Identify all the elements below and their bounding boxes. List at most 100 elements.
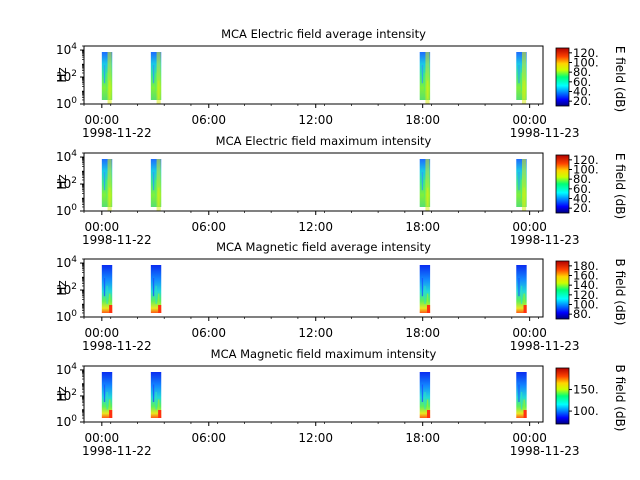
data-pass-1 xyxy=(101,52,113,104)
data-pass-3 xyxy=(419,52,431,104)
data-pass-2 xyxy=(150,265,162,313)
colorbar-tick-label: 100. xyxy=(573,404,599,418)
colorbar-tick-label: 120. xyxy=(573,46,599,60)
x-tick-label: 18:00 xyxy=(405,113,440,127)
x-tick-date: 1998-11-23 xyxy=(510,233,580,247)
data-pass-2 xyxy=(150,52,162,104)
y-tick-label: 104 xyxy=(56,149,77,164)
colorbar-tick-label: 180. xyxy=(573,259,599,273)
colorbar-tick-label: 100. xyxy=(573,298,599,312)
chart-title: MCA Magnetic field average intensity xyxy=(216,240,431,254)
y-tick-label: 102 xyxy=(56,69,77,84)
y-tick-label: 100 xyxy=(56,309,77,324)
panel-3: MCA Magnetic field average intensity 100 1… xyxy=(55,240,627,353)
colorbar-tick-label: 60. xyxy=(573,182,591,196)
x-tick-label: 06:00 xyxy=(191,113,226,127)
x-tick-date: 1998-11-23 xyxy=(510,444,580,458)
y-axis-label: Hz xyxy=(55,174,69,189)
colorbar-tick-label: 80. xyxy=(573,65,591,79)
plot-frame xyxy=(83,152,544,212)
x-tick-label: 00:00 xyxy=(85,431,120,445)
colorbar-tick-label: 100. xyxy=(573,163,599,177)
colorbar-label: E field (dB) xyxy=(613,153,627,219)
plot-frame xyxy=(83,45,544,105)
colorbar-tick-label: 150. xyxy=(573,383,599,397)
colorbar-tick-label: 80. xyxy=(573,307,591,321)
x-tick-label: 00:00 xyxy=(85,220,120,234)
colorbar-tick-label: 40. xyxy=(573,192,591,206)
y-tick-label: 104 xyxy=(56,255,77,270)
data-pass-4 xyxy=(516,372,527,418)
data-pass-2 xyxy=(150,159,162,211)
colorbar-label: B field (dB) xyxy=(613,259,627,326)
x-tick-date: 1998-11-22 xyxy=(82,233,152,247)
colorbar: 80.100.120.140.160.180. B field (dB) xyxy=(555,259,627,326)
x-tick-label: 18:00 xyxy=(405,431,440,445)
chart-title: MCA Electric field average intensity xyxy=(221,27,426,41)
y-axis-label: Hz xyxy=(55,386,69,401)
data-pass-3 xyxy=(419,372,431,418)
x-tick-label: 12:00 xyxy=(298,431,333,445)
x-tick-date: 1998-11-23 xyxy=(510,126,580,140)
colorbar-tick-label: 60. xyxy=(573,75,591,89)
y-tick-label: 102 xyxy=(56,176,77,191)
y-axis-label: Hz xyxy=(55,67,69,82)
data-pass-3 xyxy=(419,265,431,313)
chart-title: MCA Electric field maximum intensity xyxy=(216,134,432,148)
colorbar: 20.40.60.80.100.120. E field (dB) xyxy=(555,153,627,219)
colorbar-tick-label: 140. xyxy=(573,278,599,292)
x-tick-label: 12:00 xyxy=(298,326,333,340)
x-tick-label: 00:00 xyxy=(85,326,120,340)
y-tick-label: 100 xyxy=(56,96,77,111)
x-tick-date: 1998-11-22 xyxy=(82,339,152,353)
plot-frame xyxy=(83,365,544,423)
panel-1: MCA Electric field average intensity 100 1… xyxy=(55,27,627,140)
x-tick-date: 1998-11-22 xyxy=(82,444,152,458)
x-tick-label: 00:00 xyxy=(512,220,547,234)
colorbar-tick-label: 40. xyxy=(573,85,591,99)
plot-frame xyxy=(83,258,544,318)
colorbar-tick-label: 20. xyxy=(573,201,591,215)
y-axis-label: Hz xyxy=(55,280,69,295)
data-pass-1 xyxy=(101,372,113,418)
y-tick-label: 104 xyxy=(56,42,77,57)
data-pass-4 xyxy=(516,159,527,211)
x-tick-label: 00:00 xyxy=(85,113,120,127)
x-tick-label: 06:00 xyxy=(191,326,226,340)
x-tick-label: 12:00 xyxy=(298,220,333,234)
colorbar-tick-label: 120. xyxy=(573,288,599,302)
colorbar-label: E field (dB) xyxy=(613,46,627,112)
y-tick-label: 104 xyxy=(56,362,77,377)
colorbar-tick-label: 120. xyxy=(573,153,599,167)
data-pass-1 xyxy=(101,159,113,211)
y-tick-label: 102 xyxy=(56,388,77,403)
y-tick-label: 100 xyxy=(56,414,77,429)
colorbar-label: B field (dB) xyxy=(613,365,627,432)
panel-4: MCA Magnetic field maximum intensity 100 1… xyxy=(55,347,627,458)
colorbar-tick-label: 160. xyxy=(573,269,599,283)
x-tick-label: 18:00 xyxy=(405,220,440,234)
x-tick-date: 1998-11-23 xyxy=(510,339,580,353)
y-tick-label: 100 xyxy=(56,203,77,218)
data-pass-2 xyxy=(150,372,162,418)
x-tick-label: 06:00 xyxy=(191,220,226,234)
colorbar-tick-label: 80. xyxy=(573,172,591,186)
x-tick-label: 12:00 xyxy=(298,113,333,127)
colorbar: 20.40.60.80.100.120. E field (dB) xyxy=(555,46,627,112)
y-tick-label: 102 xyxy=(56,282,77,297)
x-tick-label: 00:00 xyxy=(512,431,547,445)
data-pass-4 xyxy=(516,265,527,313)
x-tick-label: 00:00 xyxy=(512,326,547,340)
data-pass-3 xyxy=(419,159,431,211)
chart-title: MCA Magnetic field maximum intensity xyxy=(211,347,437,361)
x-tick-label: 06:00 xyxy=(191,431,226,445)
x-tick-date: 1998-11-22 xyxy=(82,126,152,140)
data-pass-4 xyxy=(516,52,527,104)
x-tick-label: 18:00 xyxy=(405,326,440,340)
colorbar-tick-label: 20. xyxy=(573,94,591,108)
colorbar: 100. 150. B field (dB) xyxy=(555,365,627,432)
colorbar-tick-label: 100. xyxy=(573,56,599,70)
panel-2: MCA Electric field maximum intensity 100 1… xyxy=(55,134,627,247)
x-tick-label: 00:00 xyxy=(512,113,547,127)
